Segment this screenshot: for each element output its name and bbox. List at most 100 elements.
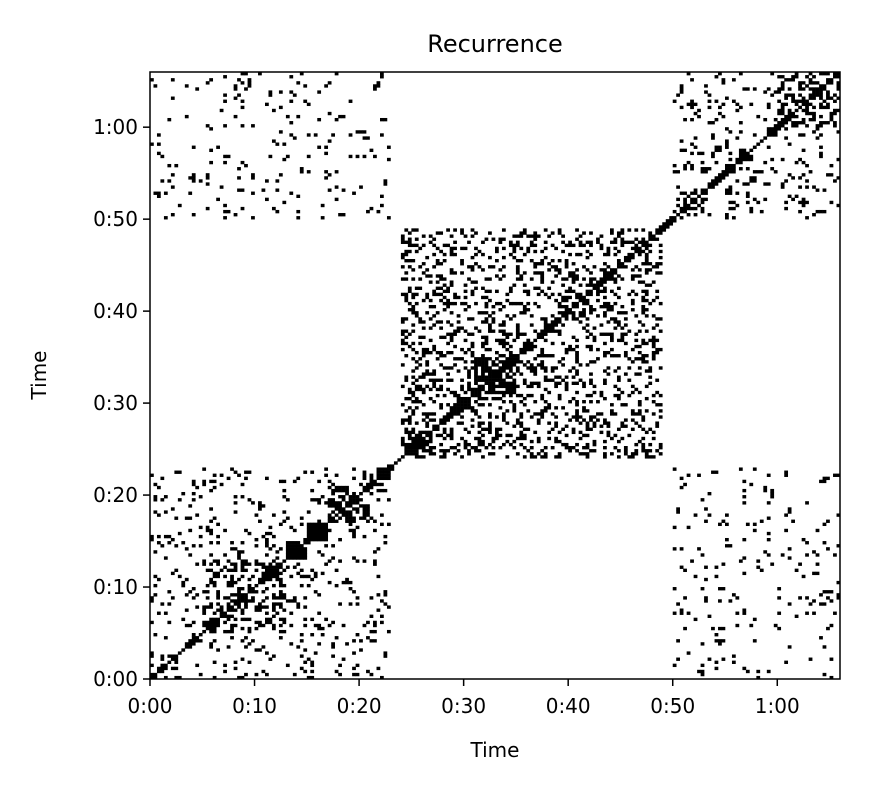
- recurrence-cell: [460, 228, 464, 232]
- recurrence-cell: [749, 176, 754, 180]
- recurrence-cell: [700, 206, 705, 211]
- recurrence-cell: [805, 105, 809, 110]
- recurrence-cell: [386, 605, 391, 609]
- recurrence-cell: [205, 626, 210, 631]
- recurrence-cell: [184, 114, 189, 119]
- recurrence-cell: [603, 268, 607, 272]
- recurrence-cell: [571, 274, 576, 278]
- recurrence-cell: [616, 274, 621, 278]
- recurrence-cell: [278, 130, 283, 134]
- recurrence-cell: [571, 262, 576, 266]
- recurrence-cell: [296, 547, 301, 551]
- recurrence-cell: [833, 179, 837, 183]
- recurrence-cell: [271, 605, 276, 609]
- recurrence-cell: [425, 412, 430, 416]
- recurrence-cell: [247, 498, 252, 502]
- recurrence-cell: [303, 660, 308, 664]
- recurrence-cell: [501, 381, 506, 385]
- recurrence-cell: [237, 593, 241, 597]
- recurrence-cell: [355, 507, 360, 511]
- recurrence-cell: [373, 87, 377, 91]
- recurrence-cell: [791, 93, 795, 97]
- recurrence-cell: [299, 666, 304, 671]
- recurrence-cell: [568, 418, 572, 422]
- recurrence-cell: [481, 439, 485, 444]
- recurrence-cell: [345, 488, 349, 493]
- recurrence-cell: [613, 246, 618, 251]
- recurrence-cell: [700, 197, 705, 202]
- recurrence-cell: [442, 455, 447, 459]
- recurrence-cell: [324, 145, 329, 149]
- recurrence-cell: [404, 329, 409, 333]
- recurrence-cell: [738, 154, 743, 159]
- recurrence-cell: [683, 568, 687, 573]
- recurrence-cell: [683, 596, 687, 600]
- recurrence-cell: [763, 485, 768, 490]
- recurrence-cell: [658, 409, 663, 413]
- recurrence-cell: [495, 357, 499, 361]
- recurrence-cell: [446, 320, 450, 324]
- recurrence-cell: [285, 114, 290, 119]
- recurrence-cell: [383, 541, 388, 545]
- recurrence-cell: [223, 553, 227, 557]
- recurrence-cell: [258, 608, 262, 612]
- recurrence-cell: [596, 286, 600, 290]
- recurrence-cell: [836, 72, 841, 76]
- recurrence-cell: [512, 338, 517, 343]
- recurrence-cell: [411, 442, 416, 447]
- recurrence-cell: [425, 430, 430, 435]
- recurrence-cell: [637, 280, 642, 284]
- recurrence-cell: [522, 289, 527, 294]
- recurrence-cell: [798, 105, 802, 110]
- recurrence-cell: [467, 387, 471, 392]
- recurrence-cell: [620, 237, 625, 241]
- recurrence-cell: [686, 525, 691, 530]
- recurrence-cell: [278, 577, 283, 582]
- recurrence-cell: [543, 406, 548, 410]
- recurrence-cell: [648, 366, 653, 370]
- recurrence-cell: [550, 354, 555, 358]
- recurrence-cell: [798, 93, 802, 97]
- recurrence-cell: [446, 378, 450, 382]
- recurrence-cell: [271, 559, 276, 563]
- recurrence-cell: [460, 246, 464, 251]
- recurrence-cell: [205, 176, 210, 180]
- recurrence-cell: [219, 568, 224, 573]
- recurrence-cell: [515, 384, 520, 389]
- recurrence-cell: [449, 412, 454, 416]
- recurrence-cell: [400, 403, 405, 407]
- recurrence-cell: [299, 550, 304, 554]
- recurrence-cell: [359, 491, 363, 496]
- recurrence-cell: [474, 446, 478, 450]
- recurrence-cell: [400, 418, 405, 422]
- recurrence-cell: [770, 157, 775, 162]
- recurrence-cell: [641, 228, 646, 232]
- recurrence-cell: [376, 467, 381, 471]
- recurrence-cell: [233, 470, 238, 474]
- recurrence-cell: [547, 436, 552, 441]
- recurrence-cell: [592, 308, 597, 312]
- recurrence-cell: [616, 286, 621, 290]
- recurrence-cell: [522, 231, 527, 235]
- recurrence-cell: [177, 651, 182, 655]
- recurrence-cell: [606, 424, 611, 428]
- recurrence-cell: [815, 562, 820, 566]
- recurrence-cell: [303, 574, 308, 579]
- y-tick-label: 0:40: [93, 299, 138, 323]
- recurrence-cell: [616, 354, 621, 358]
- recurrence-cell: [237, 188, 241, 192]
- recurrence-cell: [258, 501, 262, 505]
- recurrence-cell: [812, 599, 816, 603]
- recurrence-cell: [205, 173, 210, 177]
- recurrence-cell: [515, 271, 520, 275]
- recurrence-cell: [501, 329, 506, 333]
- recurrence-cell: [766, 516, 771, 520]
- recurrence-cell: [184, 645, 189, 649]
- recurrence-cell: [380, 482, 384, 487]
- recurrence-cell: [704, 188, 708, 192]
- recurrence-cell: [310, 488, 315, 493]
- recurrence-cell: [575, 295, 579, 300]
- recurrence-cell: [550, 280, 555, 284]
- recurrence-cell: [801, 200, 806, 205]
- recurrence-cell: [641, 442, 646, 447]
